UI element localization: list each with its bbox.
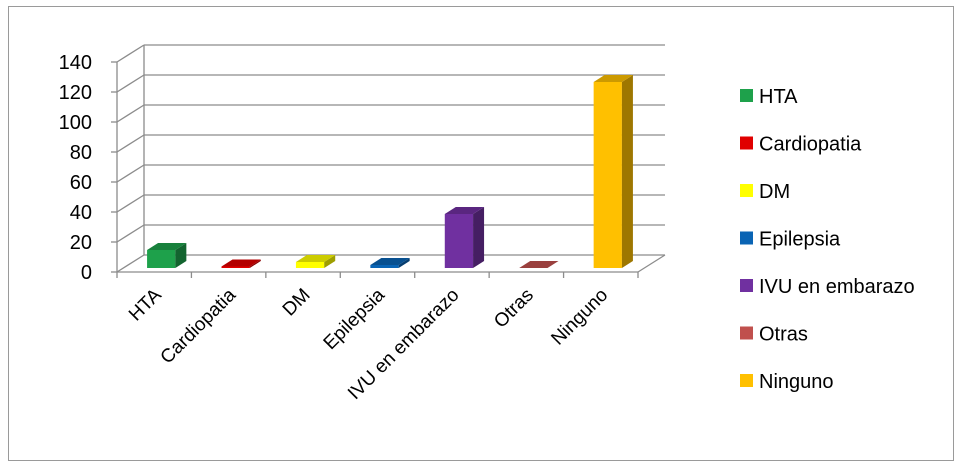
x-tick-label: HTA: [125, 284, 166, 325]
bar-top: [370, 258, 410, 265]
legend-label: Cardiopatia: [759, 134, 862, 156]
bar-front: [221, 266, 250, 268]
bar-cardiopatia: [221, 259, 261, 268]
legend-swatch: [740, 326, 753, 340]
legend-item: IVU en embarazo: [740, 276, 915, 298]
bar-top: [295, 255, 336, 262]
side-wall-gridline: [116, 254, 145, 273]
floor-edge: [637, 254, 666, 273]
side-wall-gridline: [116, 194, 145, 213]
bar-top: [444, 207, 485, 214]
legend-item: Cardiopatia: [740, 134, 862, 156]
legend-item: Epilepsia: [740, 229, 841, 251]
y-tick-label: 120: [59, 82, 92, 104]
bar-front: [295, 262, 325, 268]
legend: HTA Cardiopatia DM Epilepsia IVU en embarazo…: [740, 86, 915, 393]
bar-hta: [147, 243, 187, 268]
bar-front: [147, 250, 176, 268]
y-tick-label: 140: [59, 52, 92, 74]
bar-front: [444, 214, 474, 268]
legend-label: Epilepsia: [759, 229, 841, 251]
legend-swatch: [740, 89, 753, 102]
bar-side: [175, 243, 187, 268]
x-tick-label: Cardiopatia: [157, 284, 241, 368]
bar-dm: [295, 255, 336, 268]
bar-side: [621, 75, 633, 268]
x-tick-label: Otras: [490, 285, 538, 333]
y-tick-label: 60: [70, 172, 92, 194]
bar-side: [249, 259, 261, 268]
legend-item: DM: [740, 181, 790, 203]
legend-item: Ninguno: [740, 371, 834, 393]
bar-top: [519, 261, 559, 268]
side-wall-gridline: [116, 44, 145, 63]
y-tick-label: 100: [59, 112, 92, 134]
bar-top: [593, 75, 633, 82]
legend-label: IVU en embarazo: [759, 276, 915, 298]
legend-swatch: [740, 136, 753, 150]
bar-front: [593, 82, 622, 268]
x-tick-label: Ninguno: [547, 285, 612, 350]
side-wall-gridline: [116, 224, 145, 243]
bar-ivu-en-embarazo: [444, 207, 485, 268]
bar-side: [398, 258, 410, 268]
bar-front: [370, 265, 399, 268]
legend-swatch: [740, 279, 753, 292]
legend-label: Otras: [759, 324, 808, 346]
bar-top: [221, 259, 261, 267]
legend-swatch: [740, 184, 753, 197]
legend-label: Ninguno: [759, 371, 834, 393]
y-tick-label: 20: [70, 232, 92, 254]
y-tick-label: 40: [70, 202, 92, 224]
gridlines: [116, 44, 665, 273]
y-tick-label: 0: [81, 262, 92, 284]
x-tick-label: DM: [279, 285, 315, 321]
x-tick-label: Epilepsia: [320, 284, 390, 354]
bar-otras: [519, 261, 559, 268]
legend-label: HTA: [759, 86, 798, 108]
legend-item: HTA: [740, 86, 798, 108]
side-wall-gridline: [116, 134, 145, 153]
y-tick-label: 80: [70, 142, 92, 164]
side-wall-gridline: [116, 164, 145, 183]
bar-ninguno: [593, 75, 633, 268]
legend-item: Otras: [740, 324, 808, 346]
bar-epilepsia: [370, 258, 410, 268]
side-wall-gridline: [116, 104, 145, 123]
side-wall-gridline: [116, 74, 145, 93]
bar-side: [324, 255, 336, 268]
legend-label: DM: [759, 181, 790, 203]
legend-swatch: [740, 231, 753, 245]
bar-side: [473, 207, 485, 268]
bar-top: [147, 243, 187, 250]
legend-swatch: [740, 374, 753, 387]
